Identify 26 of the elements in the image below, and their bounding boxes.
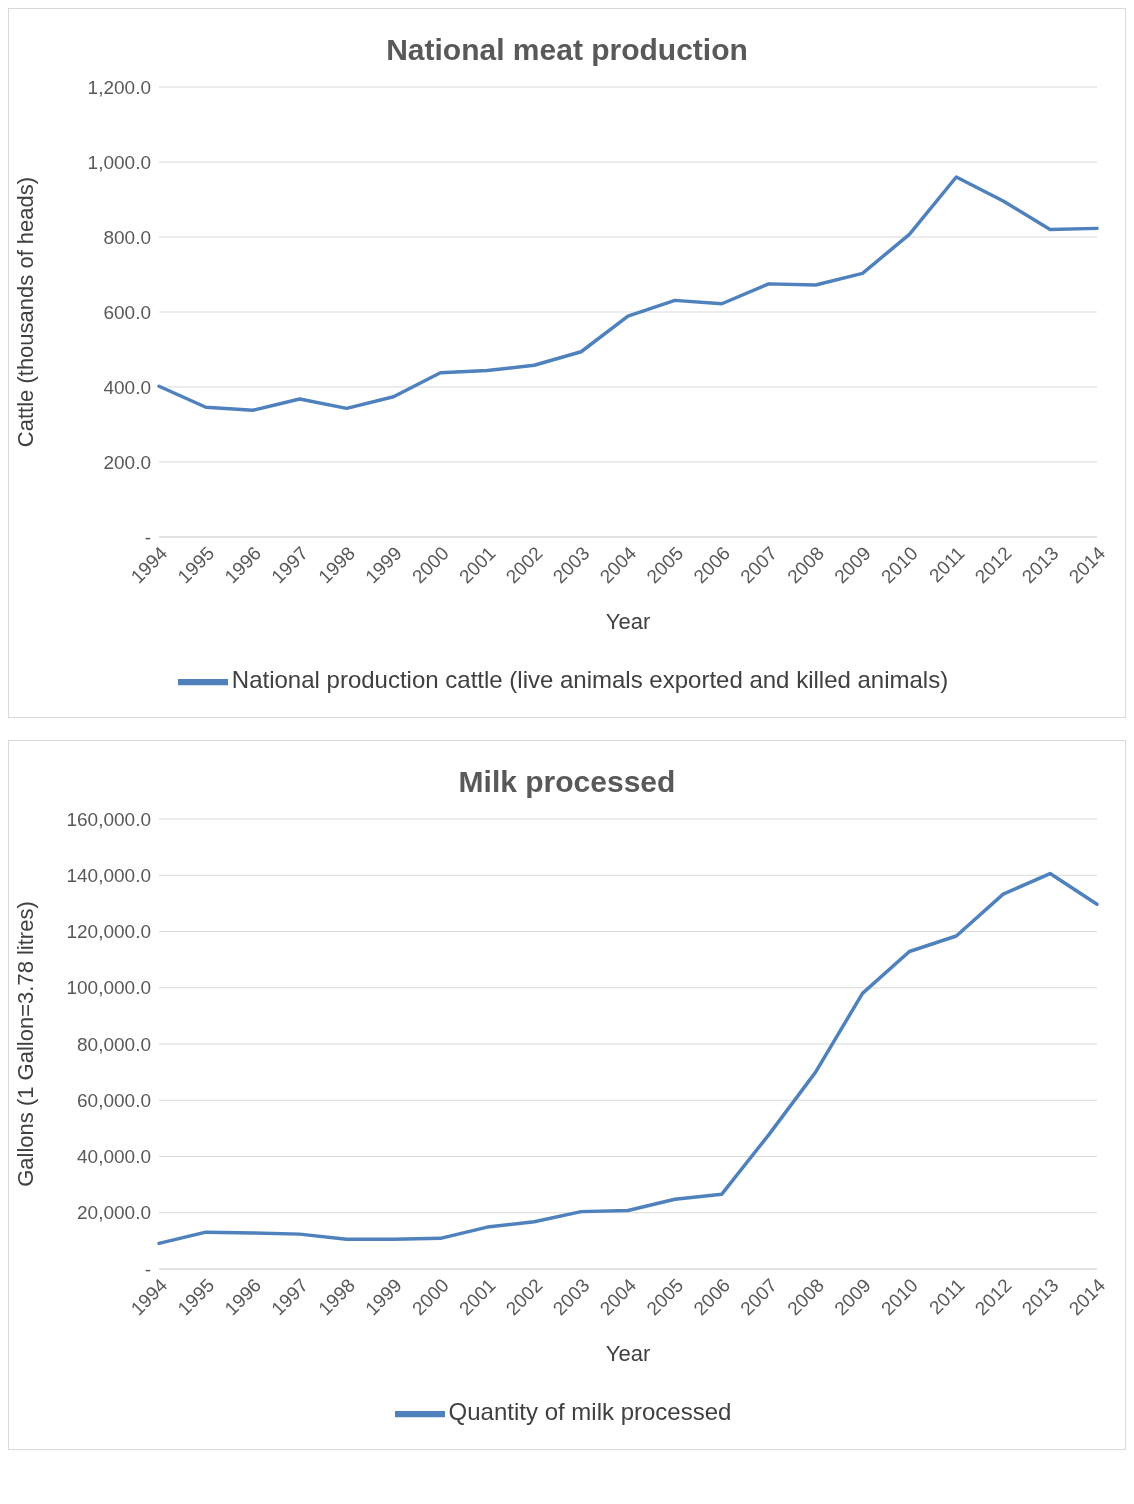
legend-label: Quantity of milk processed [448, 1398, 732, 1426]
y-tick-label: 600.0 [103, 301, 151, 323]
y-tick-label: 80,000.0 [77, 1033, 151, 1055]
line-series [157, 175, 1099, 412]
y-tick-label: 800.0 [103, 226, 151, 248]
y-tick-label: 1,000.0 [87, 151, 151, 173]
y-tick-label: 160,000.0 [66, 808, 151, 830]
y-axis-title: Cattle (thousands of heads) [12, 176, 38, 448]
y-tick-label: - [144, 526, 151, 548]
y-tick-label: 20,000.0 [77, 1202, 151, 1224]
chart-title: Milk processed [457, 764, 677, 799]
legend-label: National production cattle (live animals exported and killed animals) [231, 666, 949, 694]
y-tick-label: 120,000.0 [66, 921, 151, 943]
x-axis-title: Year [605, 1341, 651, 1366]
y-tick-label: 140,000.0 [66, 864, 151, 886]
y-axis-title: Gallons (1 Gallon=3.78 litres) [12, 901, 38, 1187]
y-tick-label: - [144, 1258, 151, 1280]
x-axis-title: Year [605, 609, 651, 634]
y-tick-label: 100,000.0 [66, 977, 151, 999]
y-tick-label: 200.0 [103, 451, 151, 473]
y-tick-label: 40,000.0 [77, 1146, 151, 1168]
y-tick-label: 1,200.0 [87, 76, 151, 98]
y-tick-label: 60,000.0 [77, 1089, 151, 1111]
line-series [157, 871, 1099, 1246]
chart-title: National meat production [385, 32, 749, 67]
y-tick-label: 400.0 [103, 376, 151, 398]
